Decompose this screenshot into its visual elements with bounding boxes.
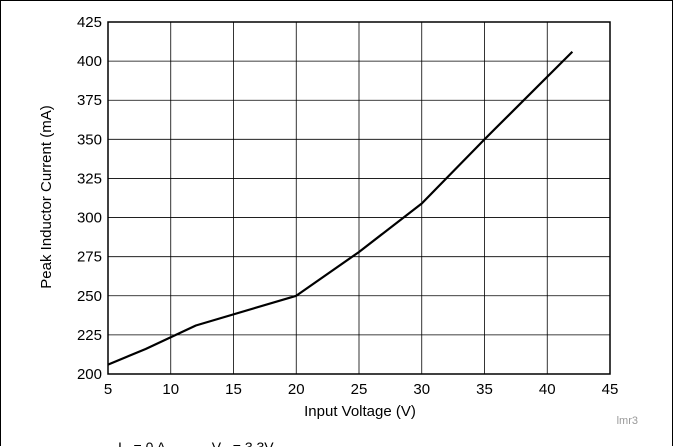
y-tick-label: 275 <box>77 249 102 266</box>
y-tick-label: 250 <box>77 288 102 305</box>
x-tick-label: 15 <box>225 381 242 398</box>
grid <box>107 21 611 375</box>
y-tick-label: 425 <box>77 14 102 31</box>
y-tick-labels: 200 225 250 275 300 325 350 375 400 425 <box>77 14 102 383</box>
y-tick-label: 400 <box>77 53 102 70</box>
x-tick-label: 10 <box>162 381 179 398</box>
x-tick-label: 5 <box>104 381 112 398</box>
y-tick-label: 300 <box>77 210 102 227</box>
series-layer <box>107 50 574 366</box>
x-axis-title: Input Voltage (V) <box>304 403 416 420</box>
y-axis-title: Peak Inductor Current (mA) <box>38 105 55 288</box>
figure-id-label: lmr3 <box>617 415 638 427</box>
peak-current-series-line <box>107 50 574 366</box>
cut-off-condition-text: I = 0 A V = 3.3V <box>118 439 274 447</box>
x-tick-label: 25 <box>351 381 368 398</box>
plot-border <box>107 21 611 375</box>
y-tick-label: 325 <box>77 170 102 187</box>
y-tick-label: 200 <box>77 366 102 383</box>
x-tick-label: 40 <box>539 381 556 398</box>
x-tick-label: 20 <box>288 381 305 398</box>
y-tick-label: 225 <box>77 327 102 344</box>
y-tick-label: 375 <box>77 92 102 109</box>
x-tick-labels: 5 10 15 20 25 30 35 40 45 <box>104 381 619 398</box>
x-tick-label: 35 <box>476 381 493 398</box>
y-tick-label: 350 <box>77 131 102 148</box>
x-tick-label: 45 <box>602 381 619 398</box>
x-tick-label: 30 <box>413 381 430 398</box>
